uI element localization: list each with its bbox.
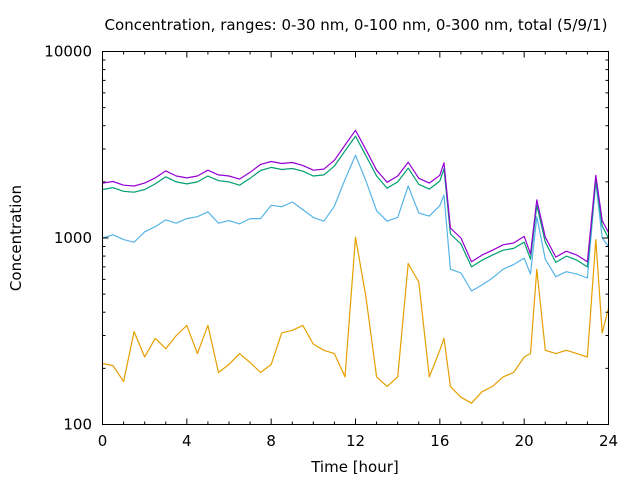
series-line-0-30-nm xyxy=(102,236,610,404)
series-line-0-100-nm xyxy=(102,154,609,292)
y-tick-label: 10000 xyxy=(44,43,92,61)
x-axis-label: Time [hour] xyxy=(310,458,399,476)
x-tick-label: 4 xyxy=(182,432,192,450)
x-tick-label: 0 xyxy=(98,432,108,450)
chart-title: Concentration, ranges: 0-30 nm, 0-100 nm… xyxy=(105,16,608,34)
series-line-total xyxy=(102,129,610,263)
x-tick-label: 20 xyxy=(515,432,534,450)
x-tick-label: 8 xyxy=(266,432,276,450)
y-tick-label: 100 xyxy=(63,416,92,434)
y-tick-label: 1000 xyxy=(54,229,92,247)
y-axis-label: Concentration xyxy=(7,185,25,291)
series-layer xyxy=(102,129,610,404)
x-tick-label: 24 xyxy=(599,432,618,450)
axes-layer: 0 4 8 12 16 20 24 100 1000 10000 xyxy=(44,43,618,451)
plot-frame xyxy=(102,51,609,425)
x-tick-label: 12 xyxy=(346,432,365,450)
x-tick-label: 16 xyxy=(430,432,449,450)
series-line-0-300-nm xyxy=(102,135,610,268)
